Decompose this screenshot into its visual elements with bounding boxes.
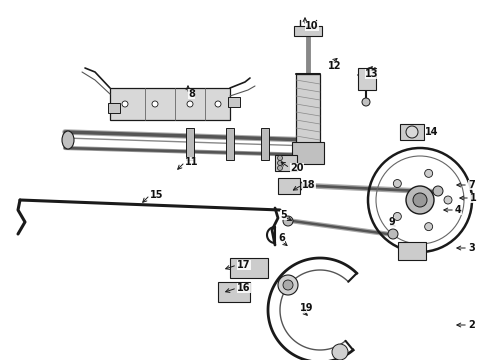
Bar	[230, 258, 268, 278]
Circle shape	[152, 101, 158, 107]
Circle shape	[332, 344, 348, 360]
Text: 1: 1	[470, 193, 477, 203]
Circle shape	[278, 275, 298, 295]
Text: 18: 18	[302, 180, 316, 190]
Text: 5: 5	[280, 210, 287, 220]
Circle shape	[433, 186, 443, 196]
Text: 13: 13	[365, 69, 378, 79]
Circle shape	[362, 98, 370, 106]
Circle shape	[425, 169, 433, 177]
Bar	[400, 124, 424, 140]
Ellipse shape	[62, 131, 74, 149]
Circle shape	[293, 181, 303, 191]
Bar	[294, 26, 322, 36]
Text: 7: 7	[468, 180, 475, 190]
Circle shape	[122, 101, 128, 107]
Bar	[108, 103, 120, 113]
Text: 8: 8	[188, 89, 195, 99]
Text: 20: 20	[290, 163, 303, 173]
Text: 2: 2	[468, 320, 475, 330]
Text: 12: 12	[328, 61, 342, 71]
Circle shape	[277, 166, 283, 171]
Circle shape	[215, 101, 221, 107]
Circle shape	[406, 126, 418, 138]
Text: 14: 14	[425, 127, 439, 137]
Text: 3: 3	[468, 243, 475, 253]
Circle shape	[444, 196, 452, 204]
Bar	[278, 178, 300, 194]
Circle shape	[406, 186, 434, 214]
Circle shape	[413, 193, 427, 207]
Circle shape	[277, 156, 283, 161]
Bar	[275, 155, 297, 171]
Bar	[296, 74, 320, 144]
Circle shape	[277, 161, 283, 166]
Text: 9: 9	[388, 217, 395, 227]
Text: 16: 16	[237, 283, 250, 293]
Text: 11: 11	[185, 157, 198, 167]
Bar	[226, 128, 234, 160]
Bar	[398, 242, 426, 260]
Bar	[261, 128, 269, 160]
Text: 17: 17	[237, 260, 250, 270]
Text: 4: 4	[455, 205, 462, 215]
Text: 19: 19	[300, 303, 314, 313]
Bar	[228, 97, 240, 107]
Circle shape	[283, 216, 293, 226]
Bar	[218, 282, 250, 302]
Bar	[110, 88, 230, 120]
Text: 6: 6	[278, 233, 285, 243]
Circle shape	[187, 101, 193, 107]
Bar	[292, 142, 324, 164]
Text: 15: 15	[150, 190, 164, 200]
Circle shape	[393, 212, 401, 220]
Circle shape	[283, 280, 293, 290]
Bar	[358, 68, 376, 90]
Circle shape	[393, 180, 401, 188]
Bar	[186, 128, 194, 160]
Circle shape	[425, 222, 433, 231]
Circle shape	[388, 229, 398, 239]
Text: 10: 10	[305, 21, 318, 31]
